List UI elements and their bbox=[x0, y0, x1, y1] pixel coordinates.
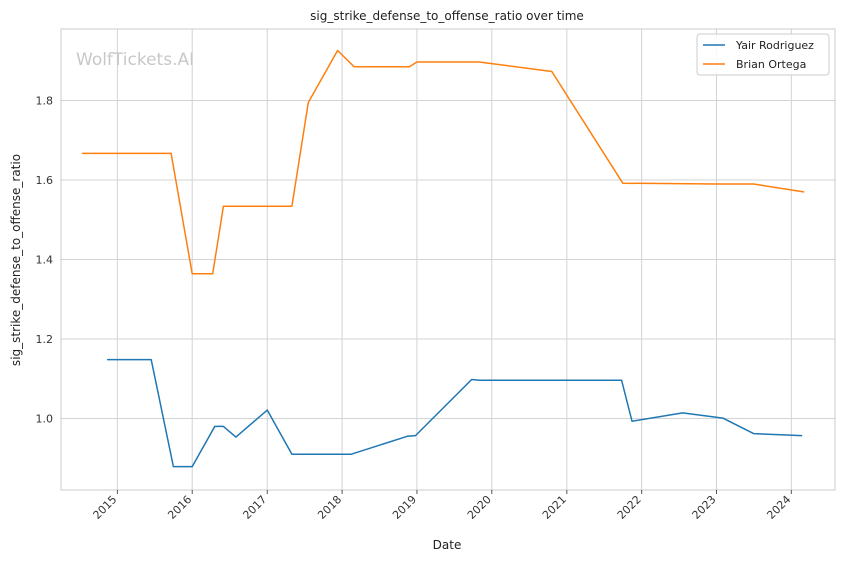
watermark: WolfTickets.AI bbox=[76, 50, 194, 70]
legend-label: Yair Rodriguez bbox=[735, 39, 814, 52]
legend-box bbox=[696, 33, 830, 76]
y-tick-label: 1.8 bbox=[36, 95, 54, 108]
x-tick-label: 2017 bbox=[240, 493, 269, 522]
x-tick-label: 2019 bbox=[390, 493, 419, 522]
legend-label: Brian Ortega bbox=[736, 58, 806, 71]
x-axis-ticks: 2015 2016 2017 2018 2019 2020 2021 2022 2023 2024 bbox=[91, 490, 793, 522]
y-tick-label: 1.6 bbox=[36, 174, 54, 187]
series-line-1 bbox=[106, 358, 803, 468]
x-tick-label: 2022 bbox=[615, 493, 644, 522]
x-tick-label: 2018 bbox=[315, 493, 344, 522]
x-tick-label: 2023 bbox=[690, 493, 719, 522]
y-tick-label: 1.0 bbox=[36, 412, 54, 425]
x-tick-label: 2024 bbox=[764, 493, 793, 522]
legend: Yair Rodriguez Brian Ortega bbox=[696, 33, 830, 76]
x-axis-title: Date bbox=[433, 538, 462, 552]
x-tick-label: 2016 bbox=[165, 493, 194, 522]
y-axis-ticks: 1.0 1.2 1.4 1.6 1.8 bbox=[36, 95, 54, 426]
x-tick-label: 2015 bbox=[91, 493, 120, 522]
series-lines bbox=[81, 49, 805, 468]
x-tick-label: 2021 bbox=[540, 493, 569, 522]
plot-frame bbox=[60, 28, 836, 491]
series-line-2 bbox=[81, 49, 805, 275]
y-tick-label: 1.2 bbox=[36, 333, 54, 346]
chart-title: sig_strike_defense_to_offense_ratio over… bbox=[310, 9, 584, 23]
x-tick-label: 2020 bbox=[465, 493, 494, 522]
y-tick-label: 1.4 bbox=[36, 254, 54, 267]
legend-items: Yair Rodriguez Brian Ortega bbox=[703, 39, 814, 71]
y-axis-title: sig_strike_defense_to_offense_ratio bbox=[9, 154, 23, 366]
